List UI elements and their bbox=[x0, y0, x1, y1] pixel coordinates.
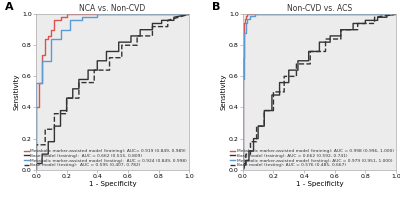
Legend: Metabolic marker-assisted model (training): AUC= 0.919 (0.849, 0.989), Base mode: Metabolic marker-assisted model (trainin… bbox=[23, 148, 188, 168]
Legend: Metabolic marker-assisted model (training): AUC = 0.998 (0.996, 1.000), Base mod: Metabolic marker-assisted model (trainin… bbox=[229, 148, 395, 168]
Y-axis label: Sensitivity: Sensitivity bbox=[221, 74, 227, 110]
Title: NCA vs. Non-CVD: NCA vs. Non-CVD bbox=[80, 4, 146, 13]
X-axis label: 1 - Specificity: 1 - Specificity bbox=[89, 181, 136, 187]
Title: Non-CVD vs. ACS: Non-CVD vs. ACS bbox=[287, 4, 352, 13]
Text: A: A bbox=[5, 2, 14, 12]
X-axis label: 1 - Specificity: 1 - Specificity bbox=[296, 181, 343, 187]
Y-axis label: Sensitivity: Sensitivity bbox=[14, 74, 20, 110]
Text: B: B bbox=[212, 2, 220, 12]
